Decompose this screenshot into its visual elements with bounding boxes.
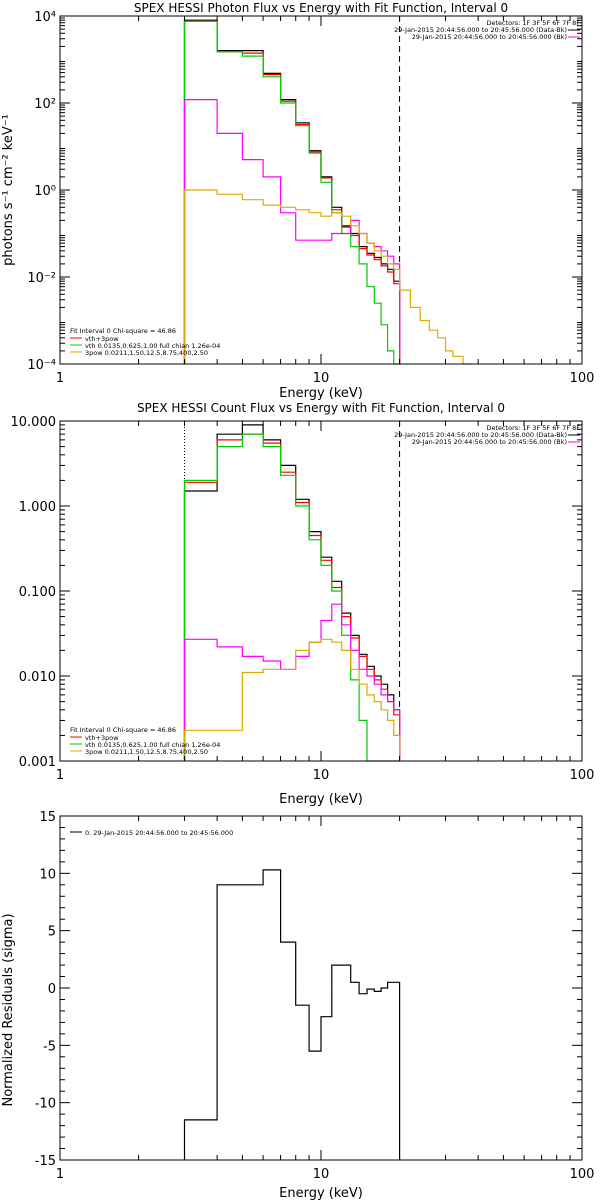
residuals-y-tick-label: -5 <box>43 1039 56 1054</box>
photon-flux-vth-label: vth 0.0135,0.625,1.00 full chian 1.26e-0… <box>85 342 220 350</box>
photon-flux-y-tick-label: 10⁴ <box>34 10 56 25</box>
photon-flux-y-tick-label: 10² <box>34 97 56 112</box>
count-flux-data-interval: 29-Jan-2015 20:44:56.000 to 20:45:56.000… <box>394 431 567 439</box>
count-flux-series-background <box>183 603 401 761</box>
photon-flux-panel: SPEX HESSI Photon Flux vs Energy with Fi… <box>1 1 594 401</box>
photon-flux-data-interval: 29-Jan-2015 20:44:56.000 to 20:45:56.000… <box>394 26 567 34</box>
residuals-ylabel: Normalized Residuals (sigma) <box>1 913 16 1106</box>
residuals-y-tick-label: -10 <box>35 1097 56 1112</box>
residuals-legend: 0. 29-Jan-2015 20:44:56.000 to 20:45:56.… <box>70 829 233 837</box>
photon-flux-legend: Fit Interval 0 Chi-square = 46.86 vth+3p… <box>70 327 220 357</box>
photon-flux-x-tick-label: 100 <box>570 371 595 386</box>
photon-flux-x-tick-label: 1 <box>56 371 64 386</box>
photon-flux-title: SPEX HESSI Photon Flux vs Energy with Fi… <box>134 1 508 15</box>
photon-flux-plot-frame <box>59 15 583 365</box>
count-flux-xlabel: Energy (keV) <box>279 792 363 807</box>
residuals-plot-frame <box>59 815 583 1161</box>
photon-flux-detectors: Detectors: 1F 3F 5F 6F 7F 8F <box>486 19 580 27</box>
count-flux-series <box>183 421 401 762</box>
photon-flux-ylabel: photons s⁻¹ cm⁻² keV⁻¹ <box>1 114 16 266</box>
residuals-ticks: 1 10 100 -15 -10 -5 0 5 10 15 <box>35 810 595 1182</box>
count-flux-legend: Fit Interval 0 Chi-square = 46.86 vth+3p… <box>70 726 220 756</box>
count-flux-vth-label: vth 0.0135,0.625,1.00 full chian 1.26e-0… <box>85 741 220 749</box>
count-flux-fit-info: Fit Interval 0 Chi-square = 46.86 <box>70 726 176 734</box>
count-flux-x-tick-label: 1 <box>56 768 64 783</box>
count-flux-3pow-label: 3pow 0.0211,1.50,12.5,8.75,400,2.50 <box>85 748 208 756</box>
count-flux-total-label: vth+3pow <box>85 734 119 742</box>
photon-flux-3pow-label: 3pow 0.0211,1.50,12.5,8.75,400,2.50 <box>85 349 208 357</box>
photon-flux-fit-info: Fit Interval 0 Chi-square = 46.86 <box>70 327 176 335</box>
count-flux-detectors: Detectors: 1F 3F 5F 6F 7F 8F <box>486 424 580 432</box>
photon-flux-series-3pow-component <box>183 189 473 365</box>
photon-flux-y-tick-label: 10⁰ <box>34 184 56 199</box>
residuals-y-tick-label: 10 <box>39 867 56 882</box>
residuals-y-tick-label: 0 <box>48 982 56 997</box>
count-flux-title: SPEX HESSI Count Flux vs Energy with Fit… <box>137 401 505 415</box>
count-flux-series-3pow-component <box>183 638 401 761</box>
photon-flux-total-label: vth+3pow <box>85 335 119 343</box>
count-flux-bk-interval: 29-Jan-2015 20:44:56.000 to 20:45:56.000… <box>412 438 567 446</box>
count-flux-x-tick-label: 10 <box>313 768 330 783</box>
residuals-x-tick-label: 10 <box>313 1167 330 1182</box>
count-flux-y-tick-label: 10.000 <box>11 415 57 430</box>
count-flux-plot-frame <box>59 420 583 762</box>
count-flux-y-tick-label: 0.001 <box>19 755 56 770</box>
count-flux-info: Detectors: 1F 3F 5F 6F 7F 8F 29-Jan-2015… <box>394 424 580 446</box>
count-flux-y-tick-label: 1.000 <box>19 500 56 515</box>
residuals-x-tick-label: 100 <box>570 1167 595 1182</box>
photon-flux-series <box>183 16 473 365</box>
photon-flux-info: Detectors: 1F 3F 5F 6F 7F 8F 29-Jan-2015… <box>394 19 580 41</box>
photon-flux-series-total-fit <box>183 20 401 364</box>
residuals-interval-label: 0. 29-Jan-2015 20:44:56.000 to 20:45:56.… <box>85 829 233 837</box>
residuals-y-tick-label: 15 <box>39 810 56 825</box>
photon-flux-series-background <box>183 99 401 364</box>
photon-flux-bk-interval: 29-Jan-2015 20:44:56.000 to 20:45:56.000… <box>412 33 567 41</box>
residuals-series-residual <box>183 869 401 1160</box>
photon-flux-xlabel: Energy (keV) <box>279 386 363 401</box>
residuals-y-tick-label: 5 <box>48 925 56 940</box>
residuals-panel: Normalized Residuals (sigma) Energy (keV… <box>1 810 594 1200</box>
count-flux-y-tick-label: 0.010 <box>19 670 56 685</box>
residuals-x-tick-label: 1 <box>56 1167 64 1182</box>
count-flux-y-tick-label: 0.100 <box>19 585 56 600</box>
residuals-xlabel: Energy (keV) <box>279 1186 363 1200</box>
photon-flux-x-tick-label: 10 <box>313 371 330 386</box>
photon-flux-y-tick-label: 10⁻⁴ <box>27 358 56 373</box>
residuals-y-tick-label: -15 <box>35 1154 56 1169</box>
residuals-series <box>183 869 401 1160</box>
count-flux-series-data-bk <box>183 424 401 761</box>
photon-flux-ticks: 1 10 100 10⁻⁴ 10⁻² 10⁰ 10² 10⁴ <box>27 10 594 386</box>
count-flux-x-tick-label: 100 <box>570 768 595 783</box>
count-flux-panel: SPEX HESSI Count Flux vs Energy with Fit… <box>11 401 595 807</box>
photon-flux-y-tick-label: 10⁻² <box>27 271 56 286</box>
